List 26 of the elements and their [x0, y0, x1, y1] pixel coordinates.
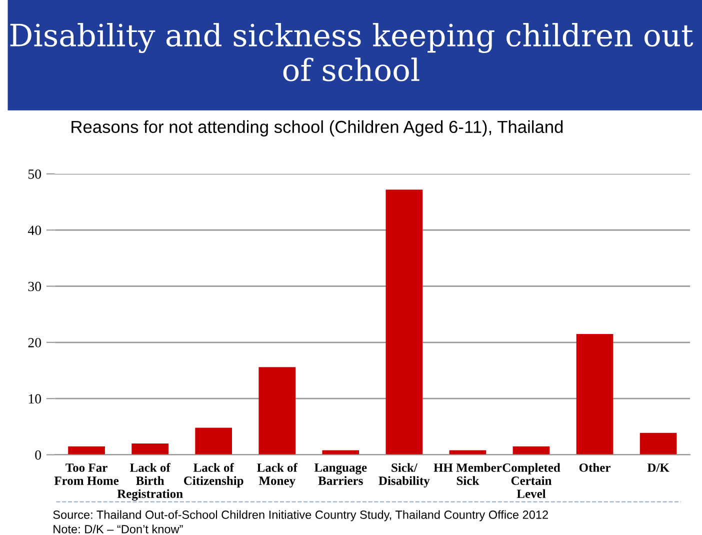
bar: [640, 432, 677, 455]
y-tick-label: 0: [35, 450, 42, 460]
x-tick-label: Other: [579, 463, 610, 472]
x-tick-label: Completed Certain Level: [502, 463, 560, 498]
y-tick-label: 40: [28, 226, 42, 236]
bar: [195, 428, 232, 455]
bar: [132, 444, 168, 455]
chart-subtitle: Reasons for not attending school (Children Aged 6-11), Thailand: [72, 120, 563, 136]
x-tick-label: Lack of Birth Registration: [117, 462, 183, 501]
x-tick-label: Lack of Money: [257, 462, 298, 488]
x-tick-label: D/K: [647, 464, 670, 472]
bar: [576, 334, 614, 455]
text: Note: D/K – “Don’t know”: [54, 524, 183, 534]
y-tick-label: 10: [28, 394, 42, 404]
y-tick-label: 50: [28, 169, 42, 179]
x-tick-label: Too Far From Home: [54, 464, 119, 485]
chart-title: Disability and sickness keeping children out of school: [10, 22, 694, 82]
x-tick-label: Lack of Citizenship: [184, 462, 244, 488]
bar: [386, 190, 423, 455]
source-note: Source: Thailand Out-of-School Children Initiative Country Study, Thailand Country Office 2012: [53, 510, 548, 522]
x-tick-label: Language Barriers: [314, 463, 367, 485]
y-tick-label: 30: [28, 282, 42, 292]
x-tick-label: Sick/ Disability: [378, 463, 430, 488]
y-tick-label: 20: [28, 338, 42, 348]
bar: [258, 367, 296, 455]
x-tick-label: HH Member Sick: [434, 463, 502, 485]
